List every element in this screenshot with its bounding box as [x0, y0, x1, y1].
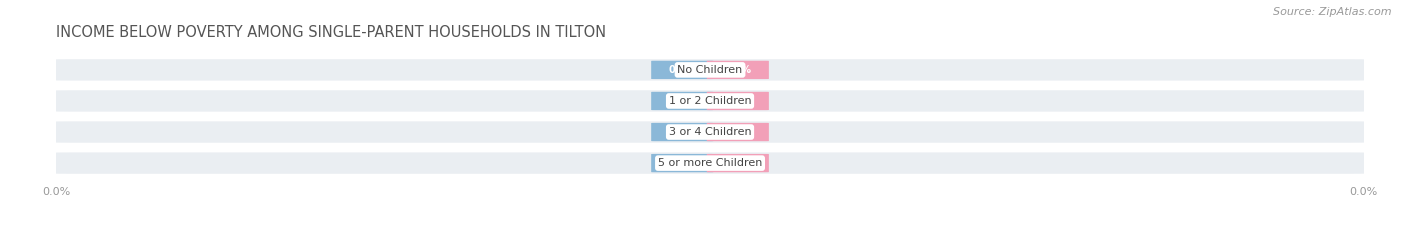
FancyBboxPatch shape — [651, 92, 713, 110]
Text: 0.0%: 0.0% — [669, 158, 696, 168]
Text: 0.0%: 0.0% — [724, 65, 751, 75]
FancyBboxPatch shape — [44, 58, 1376, 82]
FancyBboxPatch shape — [707, 154, 769, 172]
Text: 0.0%: 0.0% — [669, 96, 696, 106]
FancyBboxPatch shape — [707, 61, 769, 79]
FancyBboxPatch shape — [44, 151, 1376, 175]
FancyBboxPatch shape — [651, 154, 713, 172]
Text: 3 or 4 Children: 3 or 4 Children — [669, 127, 751, 137]
FancyBboxPatch shape — [44, 89, 1376, 113]
Text: 1 or 2 Children: 1 or 2 Children — [669, 96, 751, 106]
Text: 0.0%: 0.0% — [669, 127, 696, 137]
Text: 0.0%: 0.0% — [724, 158, 751, 168]
FancyBboxPatch shape — [44, 120, 1376, 144]
FancyBboxPatch shape — [651, 61, 713, 79]
FancyBboxPatch shape — [651, 123, 713, 141]
Text: INCOME BELOW POVERTY AMONG SINGLE-PARENT HOUSEHOLDS IN TILTON: INCOME BELOW POVERTY AMONG SINGLE-PARENT… — [56, 25, 606, 40]
FancyBboxPatch shape — [707, 92, 769, 110]
Text: 0.0%: 0.0% — [724, 127, 751, 137]
Text: Source: ZipAtlas.com: Source: ZipAtlas.com — [1274, 7, 1392, 17]
Text: No Children: No Children — [678, 65, 742, 75]
Text: 5 or more Children: 5 or more Children — [658, 158, 762, 168]
FancyBboxPatch shape — [707, 123, 769, 141]
Text: 0.0%: 0.0% — [724, 96, 751, 106]
Text: 0.0%: 0.0% — [669, 65, 696, 75]
